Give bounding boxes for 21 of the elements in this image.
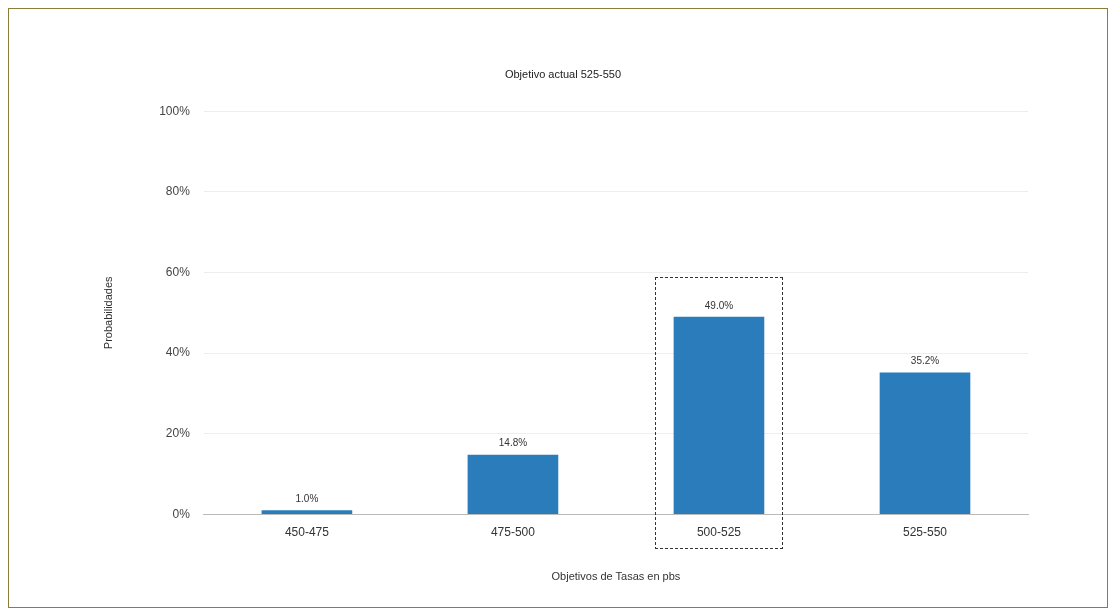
y-axis-title: Probabilidades bbox=[101, 275, 114, 350]
bar bbox=[879, 372, 971, 514]
bar bbox=[467, 454, 559, 514]
x-axis-title: Objetivos de Tasas en pbs bbox=[551, 570, 681, 583]
x-tick-label: 475-500 bbox=[490, 524, 536, 539]
bar bbox=[673, 316, 765, 514]
y-tick-label: 80% bbox=[165, 184, 191, 199]
data-label: 14.8% bbox=[498, 437, 528, 449]
chart-title: Objetivo actual 525-550 bbox=[504, 67, 622, 80]
x-tick-label: 500-525 bbox=[696, 524, 742, 539]
data-label: 35.2% bbox=[910, 355, 940, 367]
y-tick-label: 40% bbox=[165, 345, 191, 360]
bar bbox=[261, 510, 353, 514]
x-tick-label: 525-550 bbox=[902, 524, 948, 539]
y-tick-label: 60% bbox=[165, 264, 191, 279]
x-tick-label: 450-475 bbox=[284, 524, 330, 539]
data-label: 49.0% bbox=[704, 299, 734, 311]
data-label: 1.0% bbox=[295, 493, 319, 505]
y-tick-label: 20% bbox=[165, 426, 191, 441]
y-tick-label: 100% bbox=[159, 103, 191, 118]
y-tick-label: 0% bbox=[172, 506, 191, 521]
